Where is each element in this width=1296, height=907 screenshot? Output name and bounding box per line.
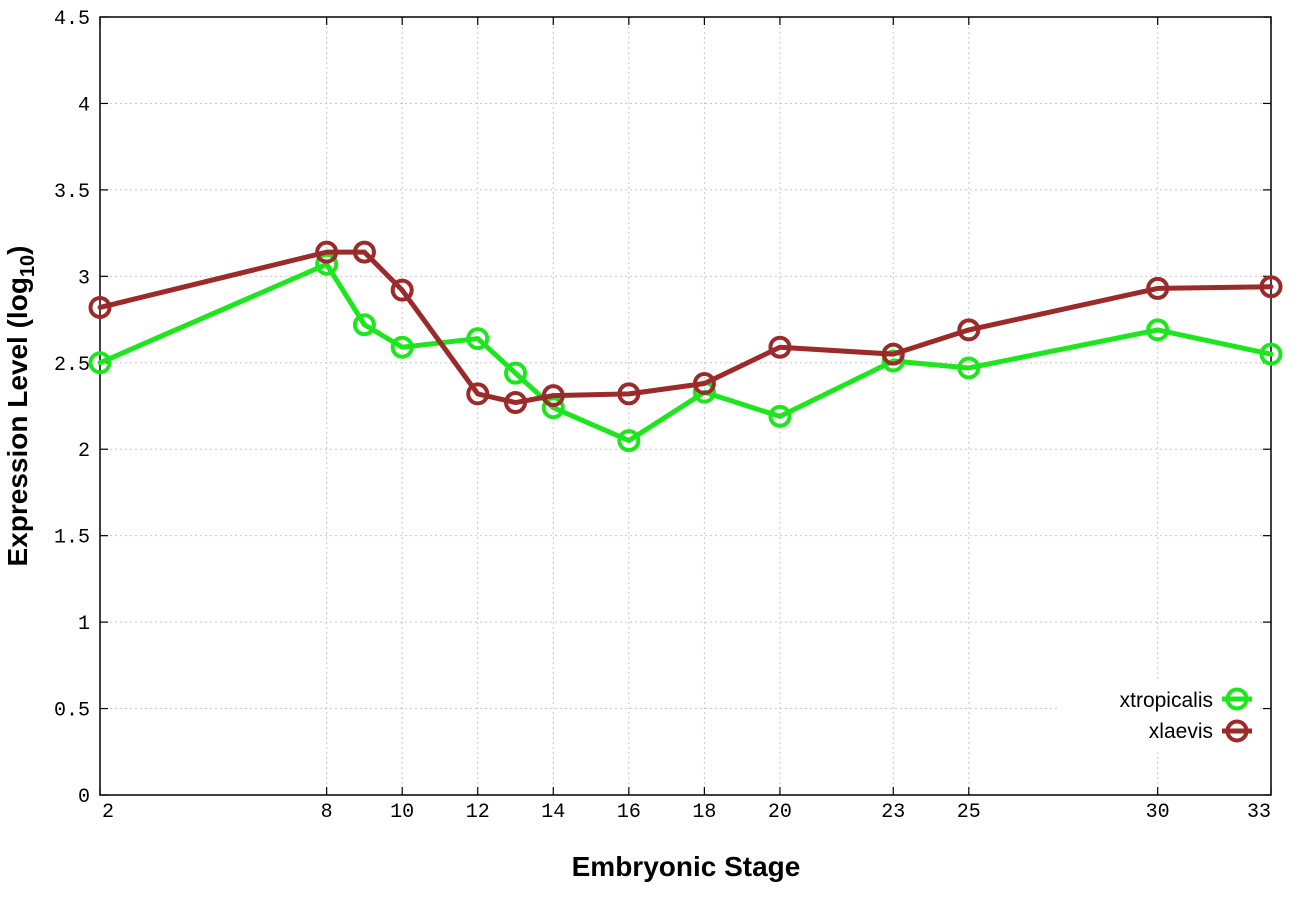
y-axis-title-close: ) — [2, 246, 33, 255]
x-tick-label: 2 — [102, 801, 114, 824]
y-tick-label: 0.5 — [54, 700, 90, 723]
y-tick-label: 3 — [78, 267, 90, 290]
data-point-xtropicalis — [617, 429, 641, 453]
legend-background — [1060, 680, 1260, 750]
x-tick-label: 10 — [390, 801, 414, 824]
data-point-xlaevis — [957, 318, 981, 342]
plot-frame — [99, 16, 1272, 796]
y-tick-label: 2 — [78, 440, 90, 463]
data-point-xlaevis — [504, 391, 528, 415]
data-point-xtropicalis — [1259, 342, 1283, 366]
legend-marker-xtropicalis — [1225, 687, 1249, 711]
x-tick-labels: 2 8 10 12 14 16 18 20 23 25 30 33 — [102, 801, 1271, 824]
legend-label-xlaevis: xlaevis — [1149, 720, 1213, 743]
y-tick-label: 1.5 — [54, 527, 90, 550]
data-point-xtropicalis — [504, 361, 528, 385]
y-tick-label: 4 — [78, 94, 90, 117]
data-point-xtropicalis — [768, 404, 792, 428]
x-tick-label: 18 — [692, 801, 716, 824]
x-tick-label: 12 — [466, 801, 490, 824]
y-tick-label: 1 — [78, 613, 90, 636]
data-point-xtropicalis — [957, 356, 981, 380]
y-axis-title-subscript: 10 — [17, 255, 39, 277]
data-point-xlaevis — [692, 372, 716, 396]
data-point-xlaevis — [352, 240, 376, 264]
data-point-xlaevis — [390, 278, 414, 302]
data-point-xtropicalis — [315, 252, 339, 276]
legend-marker-xlaevis — [1225, 719, 1249, 743]
y-axis-title: Expression Level (log10) — [2, 246, 39, 567]
x-tick-label: 20 — [768, 801, 792, 824]
series-lines — [88, 240, 1283, 453]
data-point-xtropicalis — [466, 327, 490, 351]
data-point-xtropicalis — [541, 396, 565, 420]
series-xlaevis — [88, 240, 1283, 415]
legend: xtropicalis xlaevis — [1060, 680, 1260, 750]
y-axis-title-main: Expression Level (log — [2, 277, 33, 566]
series-xtropicalis — [88, 252, 1283, 453]
series-line-xtropicalis — [97, 261, 1274, 444]
x-tick-label: 14 — [541, 801, 565, 824]
data-point-xlaevis — [617, 382, 641, 406]
y-tick-label: 0 — [78, 786, 90, 809]
data-point-xlaevis — [315, 240, 339, 264]
data-point-xtropicalis — [352, 313, 376, 337]
data-point-xlaevis — [768, 335, 792, 359]
data-point-xlaevis — [541, 384, 565, 408]
x-tick-label: 8 — [321, 801, 333, 824]
data-point-xtropicalis — [88, 351, 112, 375]
data-point-xlaevis — [1259, 275, 1283, 299]
data-point-xtropicalis — [1146, 318, 1170, 342]
data-point-xtropicalis — [390, 335, 414, 359]
x-axis-title: Embryonic Stage — [572, 851, 801, 882]
x-tick-label: 16 — [617, 801, 641, 824]
legend-label-xtropicalis: xtropicalis — [1120, 689, 1213, 712]
y-tick-label: 2.5 — [54, 354, 90, 377]
x-tick-label: 30 — [1146, 801, 1170, 824]
y-tick-labels: 0 0.5 1 1.5 2 2.5 3 3.5 4 4.5 — [54, 8, 90, 809]
series-line-xlaevis — [97, 249, 1274, 406]
y-tick-label: 4.5 — [54, 8, 90, 31]
data-point-xlaevis — [88, 295, 112, 319]
data-point-xlaevis — [466, 382, 490, 406]
data-point-xlaevis — [881, 342, 905, 366]
x-tick-label: 23 — [881, 801, 905, 824]
y-tick-label: 3.5 — [54, 181, 90, 204]
x-tick-label: 25 — [957, 801, 981, 824]
x-tick-label: 33 — [1247, 801, 1271, 824]
data-point-xlaevis — [1146, 276, 1170, 300]
